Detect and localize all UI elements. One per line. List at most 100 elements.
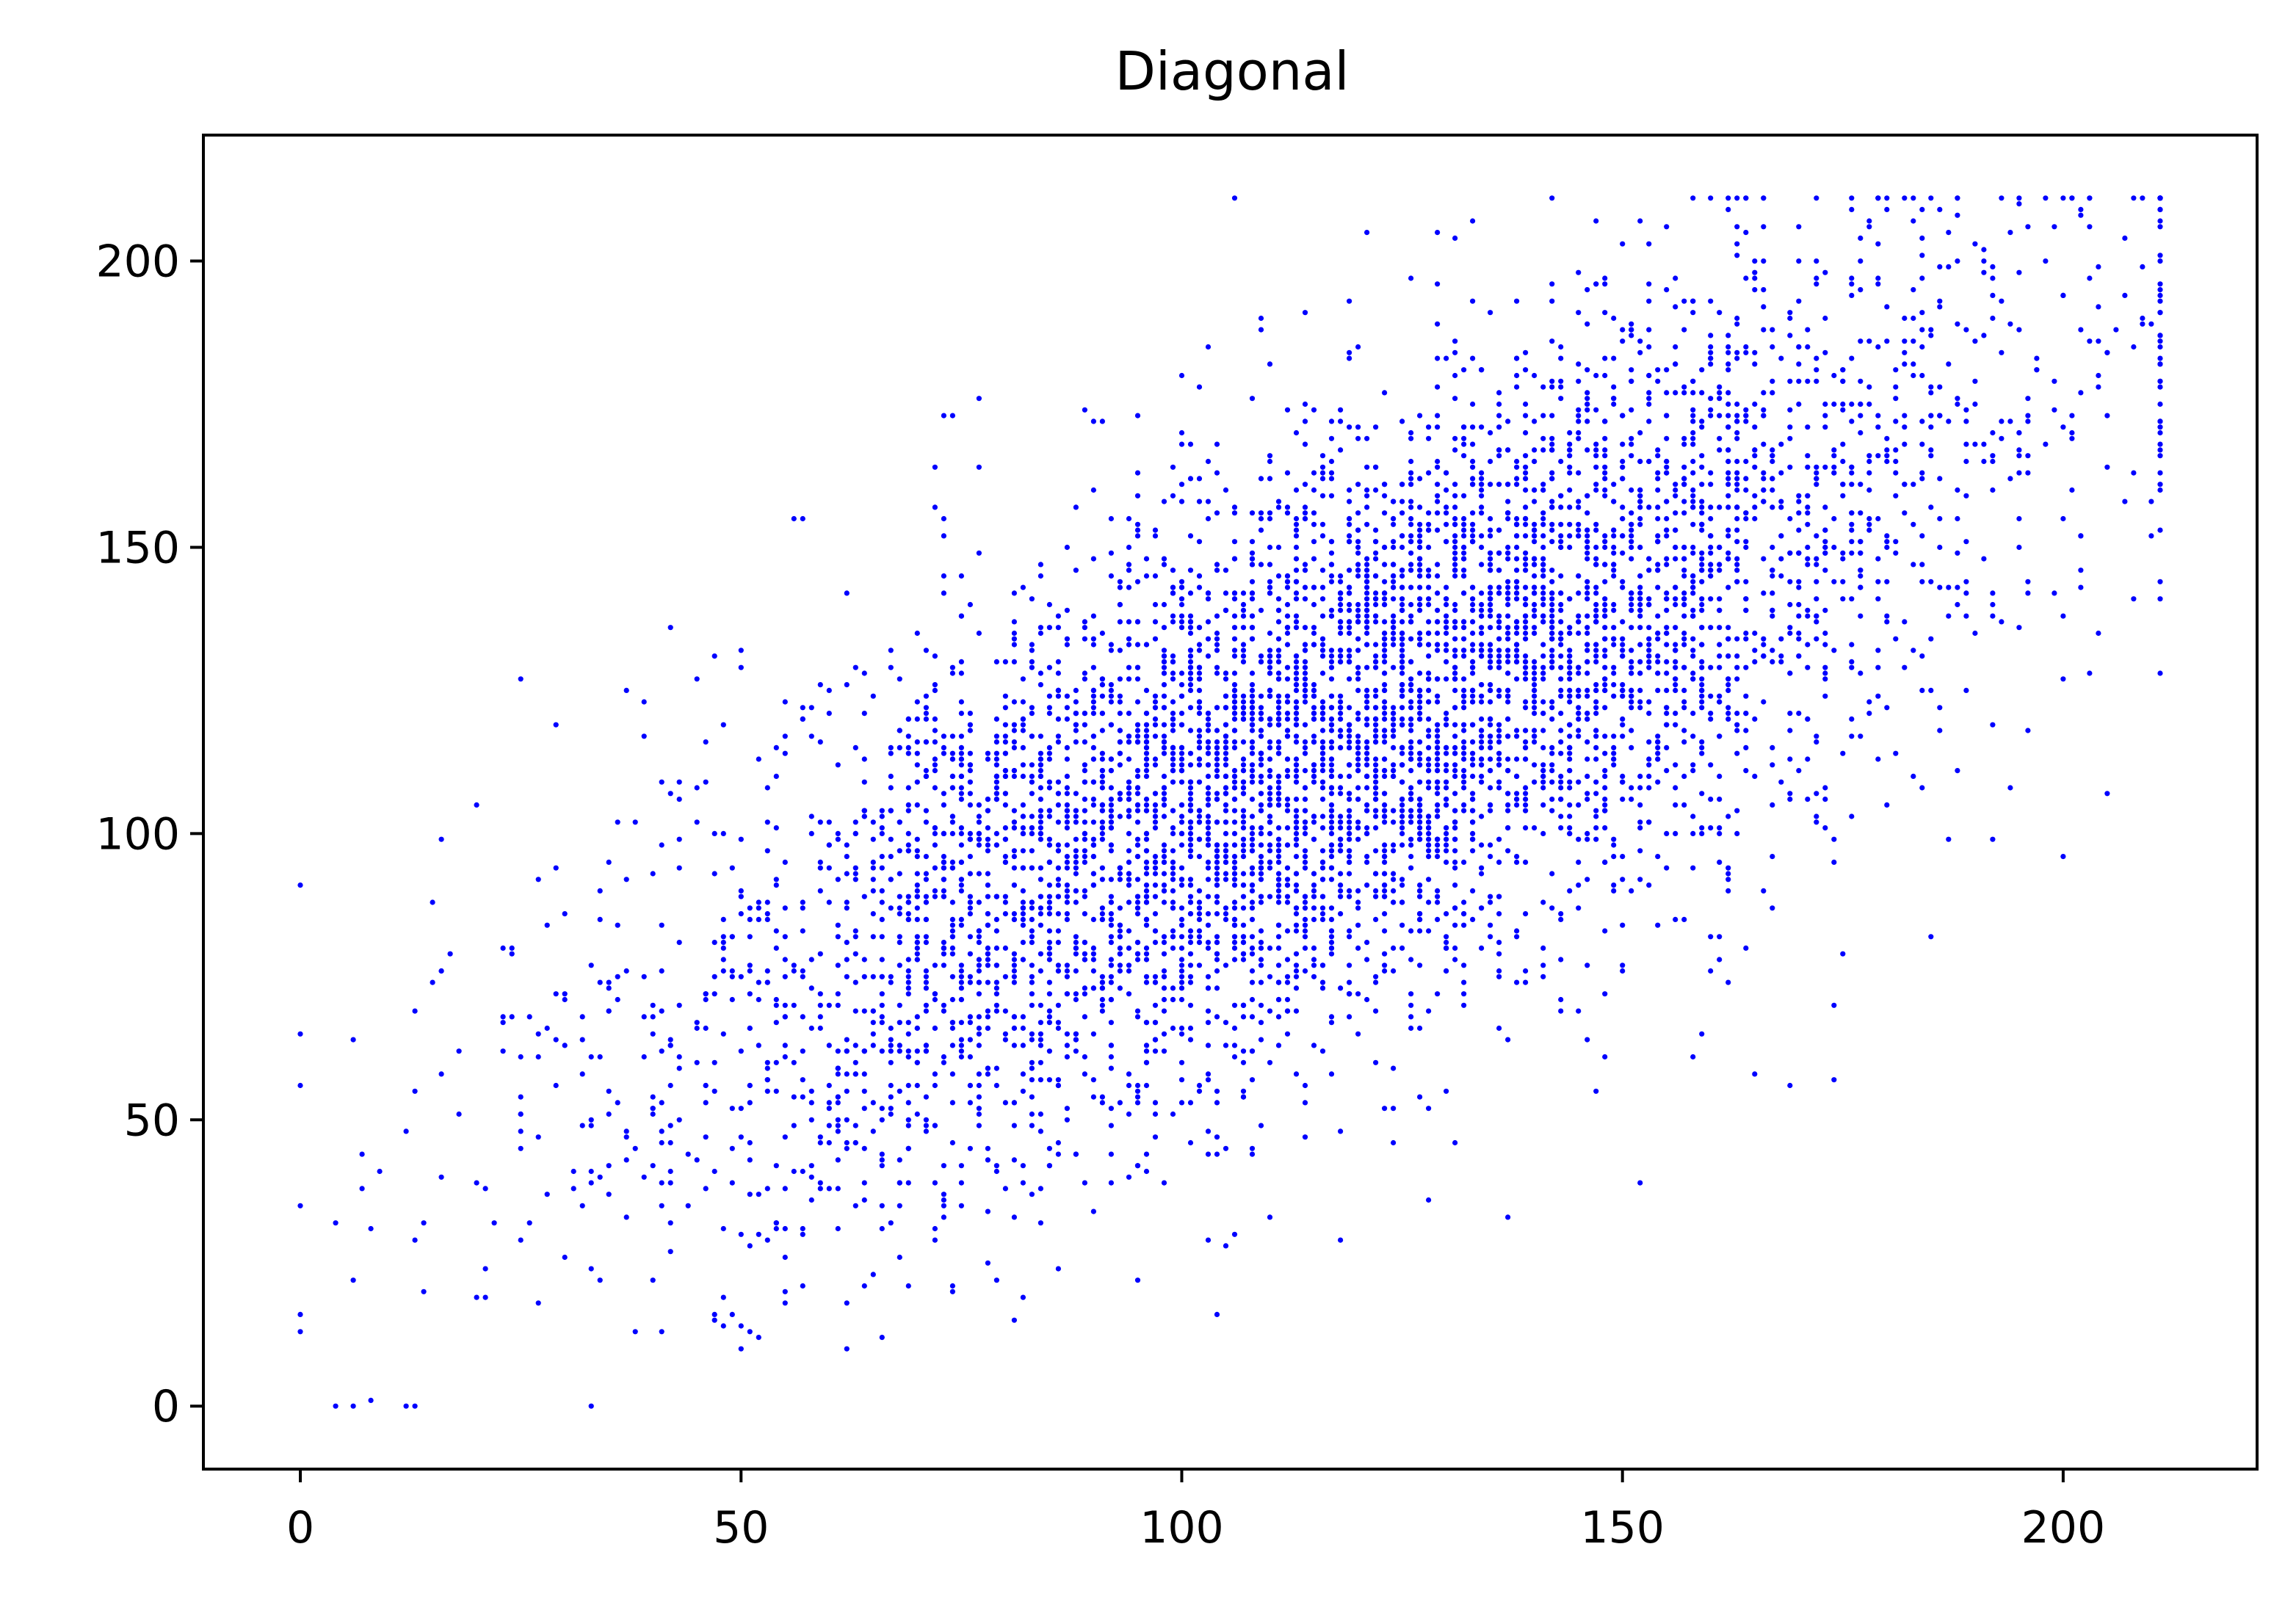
scatter-point: [1479, 905, 1485, 911]
scatter-point: [1849, 550, 1855, 556]
scatter-point: [1435, 230, 1441, 236]
scatter-point: [1364, 435, 1370, 441]
scatter-point: [2148, 321, 2154, 327]
scatter-point: [1408, 865, 1414, 871]
scatter-point: [879, 1335, 885, 1341]
scatter-point: [1011, 963, 1017, 968]
scatter-point: [729, 1180, 735, 1186]
scatter-point: [1249, 865, 1256, 871]
scatter-point: [1549, 607, 1555, 613]
scatter-point: [2157, 253, 2163, 258]
scatter-point: [985, 963, 991, 968]
scatter-point: [1108, 573, 1114, 579]
scatter-point: [1240, 590, 1247, 596]
scatter-point: [1373, 825, 1379, 831]
scatter-point: [1408, 722, 1414, 728]
scatter-point: [1673, 344, 1678, 350]
scatter-point: [1082, 636, 1087, 642]
scatter-point: [1284, 756, 1291, 762]
scatter-point: [1822, 464, 1828, 470]
scatter-point: [597, 916, 603, 922]
scatter-point: [1196, 676, 1203, 682]
scatter-point: [1178, 957, 1185, 963]
scatter-point: [1223, 785, 1229, 791]
scatter-point: [914, 905, 920, 911]
scatter-point: [1240, 625, 1247, 631]
scatter-point: [1055, 1082, 1061, 1089]
scatter-point: [1770, 648, 1775, 653]
scatter-point: [1231, 510, 1238, 516]
scatter-point: [1496, 722, 1502, 728]
scatter-point: [1585, 539, 1590, 545]
scatter-point: [694, 676, 700, 682]
scatter-point: [1258, 963, 1264, 968]
scatter-point: [2016, 470, 2022, 476]
scatter-point: [1020, 830, 1026, 836]
scatter-point: [1655, 378, 1661, 384]
scatter-point: [1311, 963, 1317, 968]
scatter-point: [535, 1054, 541, 1060]
scatter-point: [1152, 974, 1159, 979]
scatter-point: [1708, 716, 1714, 722]
scatter-point: [1284, 957, 1291, 963]
scatter-point: [1637, 607, 1643, 613]
scatter-point: [1382, 579, 1388, 584]
scatter-point: [1690, 768, 1696, 774]
scatter-point: [1514, 482, 1520, 487]
scatter-point: [1187, 848, 1194, 854]
scatter-point: [967, 1037, 973, 1043]
scatter-point: [1479, 842, 1485, 848]
scatter-point: [1884, 206, 1890, 212]
scatter-point: [1849, 527, 1855, 533]
scatter-point: [923, 871, 929, 877]
scatter-point: [967, 911, 973, 917]
scatter-point: [738, 664, 744, 670]
scatter-point: [1620, 441, 1626, 447]
scatter-point: [1902, 619, 1908, 625]
scatter-point: [738, 911, 744, 917]
scatter-point: [1461, 802, 1467, 808]
scatter-point: [932, 653, 938, 659]
scatter-point: [1152, 533, 1159, 539]
scatter-point: [1152, 859, 1159, 865]
scatter-point: [1523, 825, 1529, 831]
scatter-point: [861, 711, 867, 717]
scatter-point: [1955, 601, 1960, 608]
scatter-point: [1611, 636, 1617, 642]
scatter-point: [835, 762, 841, 768]
scatter-point: [923, 979, 929, 985]
scatter-point: [1064, 813, 1070, 819]
scatter-point: [1099, 819, 1105, 825]
scatter-point: [1293, 963, 1300, 968]
scatter-point: [1355, 573, 1361, 579]
scatter-point: [1328, 476, 1335, 482]
scatter-point: [1284, 1008, 1291, 1014]
scatter-point: [1761, 653, 1767, 659]
scatter-point: [1849, 664, 1855, 670]
scatter-point: [1373, 773, 1379, 779]
scatter-point: [932, 1082, 938, 1089]
scatter-point: [1655, 687, 1661, 694]
scatter-point: [1126, 636, 1132, 642]
scatter-point: [1796, 344, 1802, 350]
scatter-point: [1214, 756, 1220, 762]
scatter-point: [949, 865, 955, 871]
scatter-point: [1585, 687, 1590, 694]
scatter-point: [1470, 888, 1476, 894]
scatter-point: [1055, 625, 1061, 631]
scatter-point: [1558, 378, 1564, 384]
scatter-point: [1505, 447, 1511, 453]
scatter-point: [438, 1174, 444, 1180]
scatter-point: [1020, 1071, 1026, 1077]
scatter-point: [1620, 648, 1626, 653]
scatter-point: [1249, 797, 1256, 802]
scatter-point: [923, 1128, 929, 1134]
scatter-point: [1611, 562, 1617, 568]
scatter-point: [1408, 521, 1414, 527]
scatter-point: [1496, 482, 1502, 487]
scatter-point: [1037, 865, 1043, 871]
scatter-point: [1611, 601, 1617, 608]
scatter-point: [1284, 996, 1291, 1003]
scatter-point: [1020, 888, 1026, 894]
scatter-point: [1858, 338, 1864, 344]
